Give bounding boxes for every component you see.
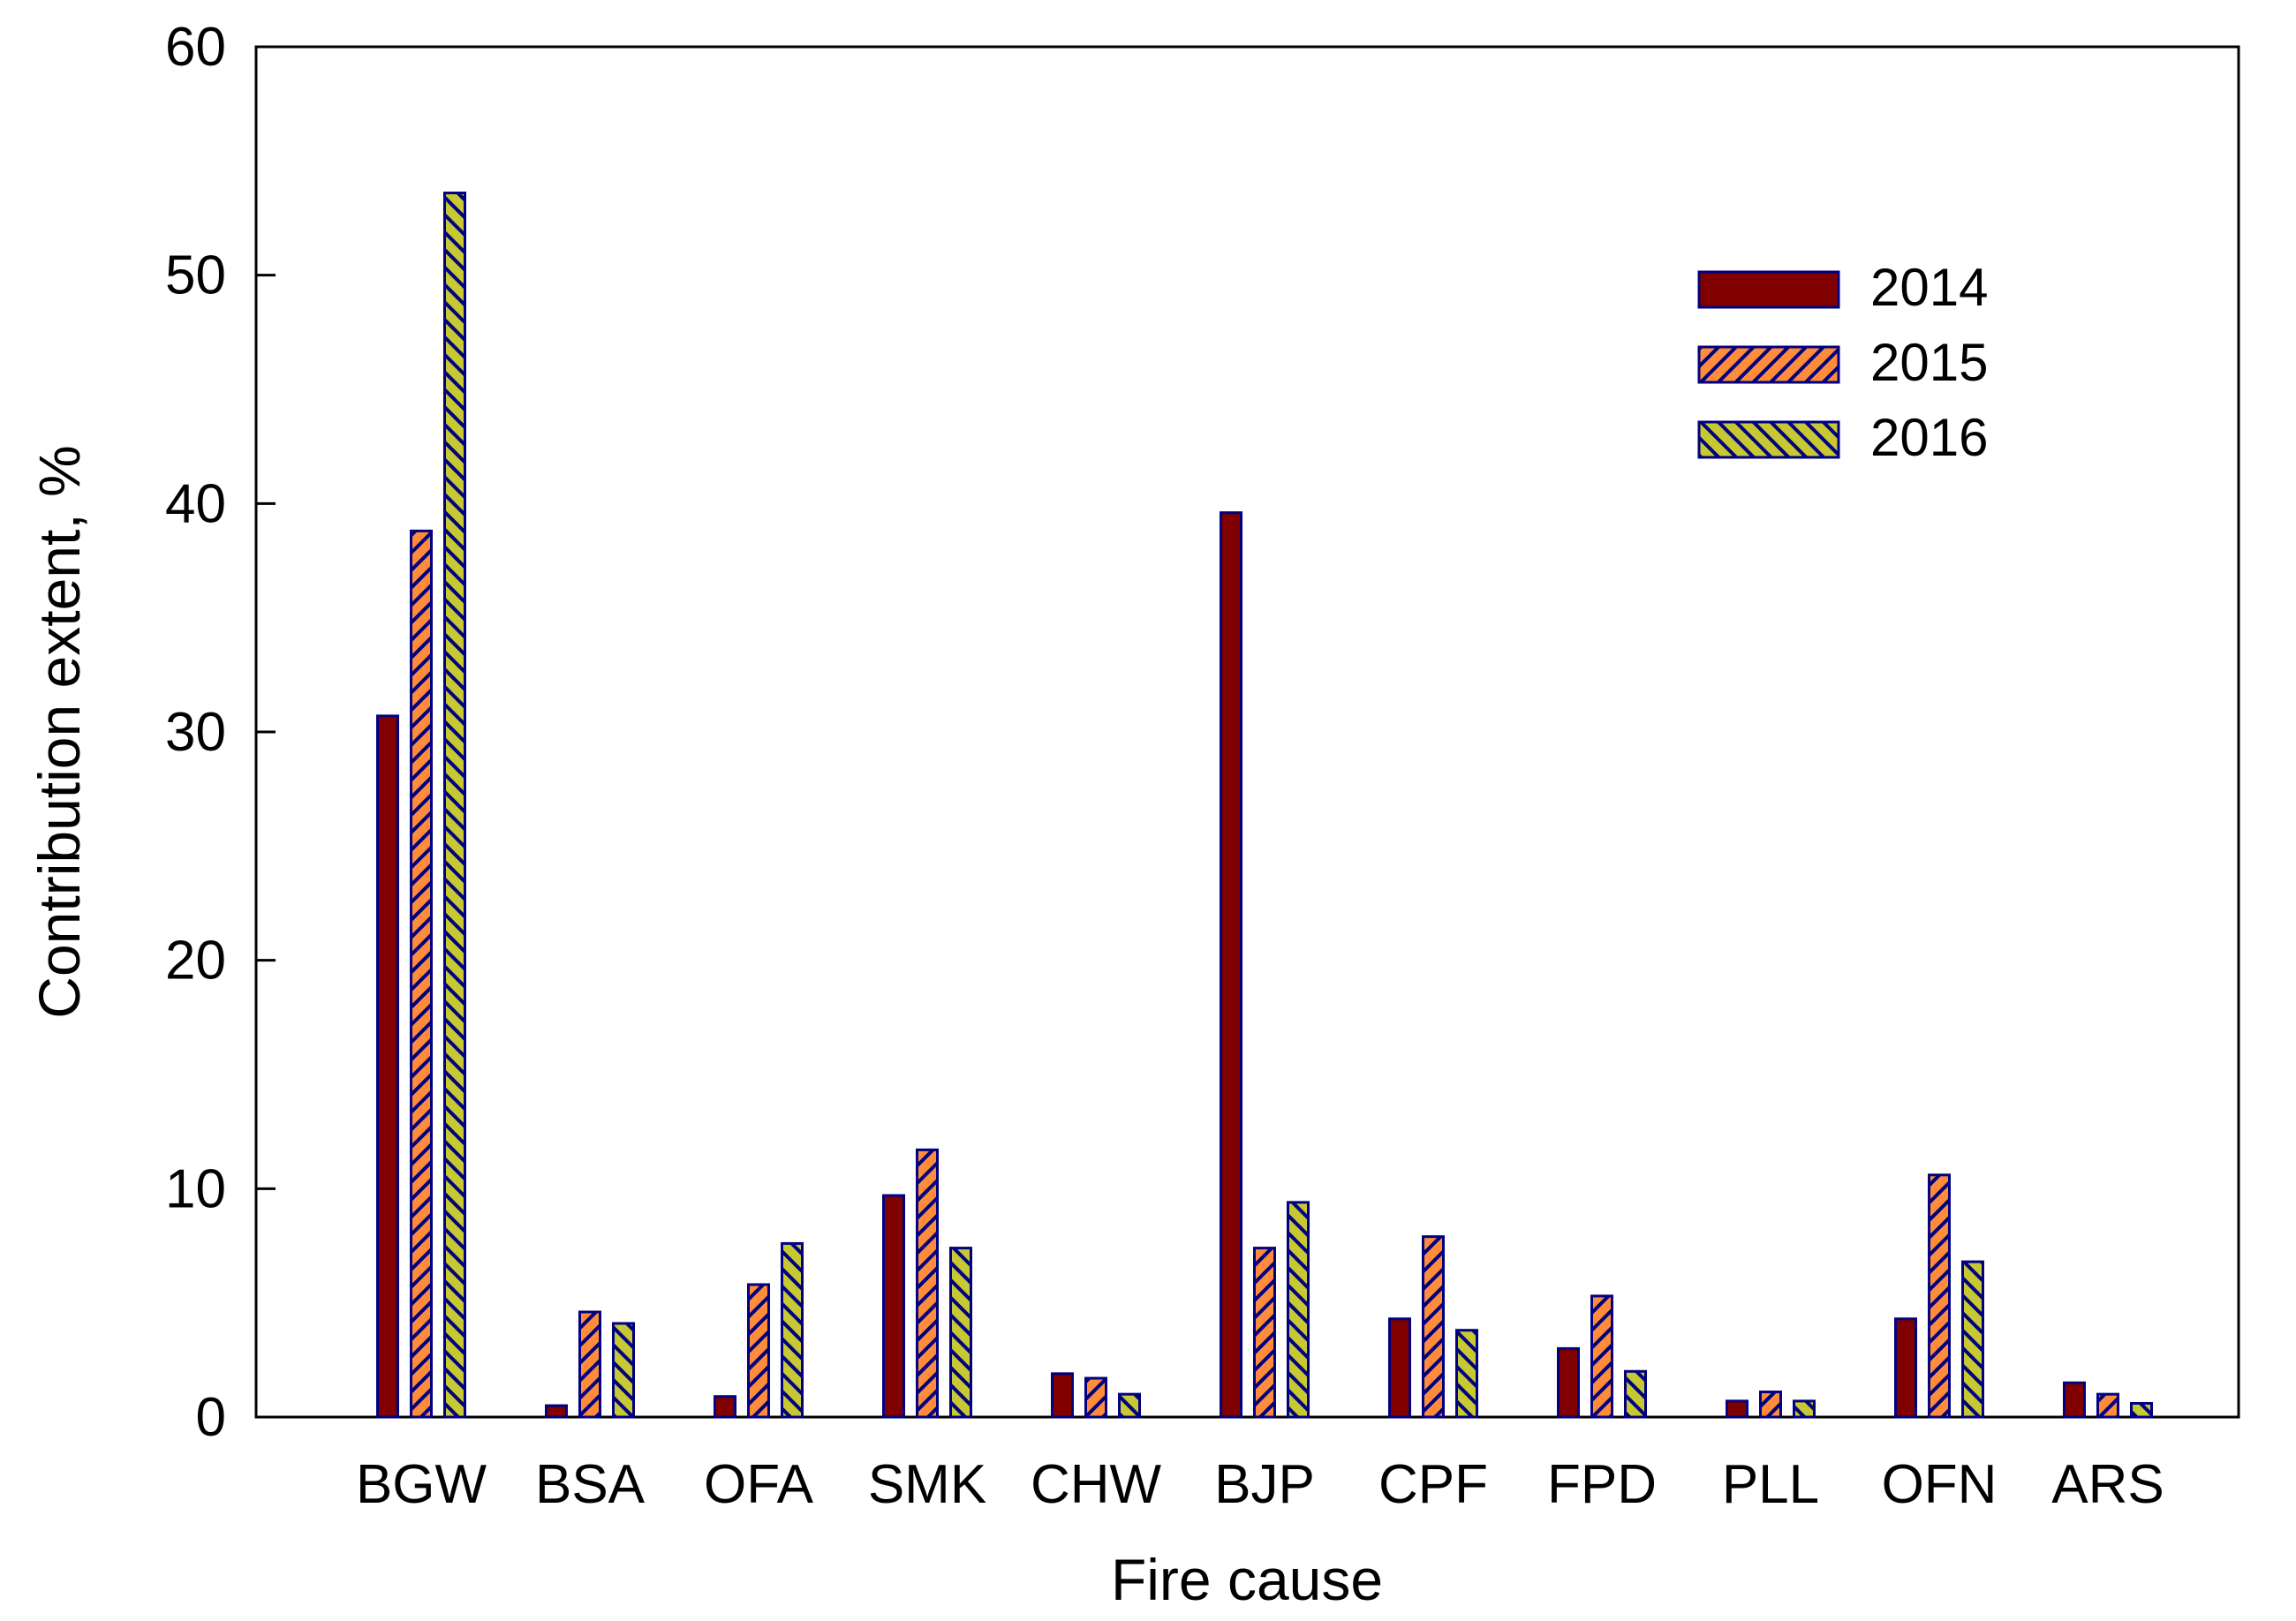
bar-2015-cpf [1422,1235,1445,1419]
legend-swatch-2015 [1697,345,1840,384]
bar-2015-smk [916,1148,939,1419]
bar-2014-bgw [376,714,399,1419]
y-axis-title: Contribution extent, % [26,445,92,1018]
x-tick-label-bgw: BGW [356,1454,487,1515]
bar-2014-chw [1051,1372,1074,1419]
x-tick-label-ars: ARS [2051,1454,2164,1515]
bar-2014-smk [882,1194,905,1419]
x-tick-label-ofn: OFN [1882,1454,1998,1515]
x-tick-label-smk: SMK [868,1454,986,1515]
legend-label-2015: 2015 [1870,333,1988,392]
bar-2014-bsa [545,1404,568,1419]
legend-swatch-2014 [1697,270,1840,309]
bar-2016-fpd [1624,1369,1647,1419]
bar-2016-ofa [781,1241,804,1419]
y-tick-label: 50 [165,245,226,306]
x-tick-label-bsa: BSA [535,1454,646,1515]
bar-2016-bjp [1287,1201,1310,1419]
bar-2014-pll [1726,1399,1748,1419]
y-tick-label: 0 [196,1387,226,1448]
y-tick-label: 60 [165,17,226,78]
bar-2016-bgw [443,192,466,1419]
bar-2016-ofn [1961,1260,1984,1419]
y-tick-label: 20 [165,931,226,991]
bar-2015-fpd [1590,1294,1613,1419]
x-tick-label-cpf: CPF [1378,1454,1488,1515]
bar-2014-ofn [1894,1317,1917,1419]
bar-2014-ars [2063,1381,2086,1419]
x-axis-title: Fire cause [1111,1547,1383,1612]
bar-series-group [376,192,2153,1419]
x-tick-label-chw: CHW [1031,1454,1162,1515]
bar-2014-ofa [714,1395,736,1419]
legend: 2014 2015 2016 [1697,258,1988,467]
bar-2014-fpd [1557,1346,1580,1419]
x-tick-label-ofa: OFA [704,1454,814,1515]
bar-2016-bsa [612,1322,635,1419]
x-axis: BGW BSA OFA SMK CHW BJP CPF FPD PLL OFN ARS [356,1454,2164,1515]
bar-2014-bjp [1220,511,1242,1419]
bar-2015-ofa [747,1283,770,1419]
bar-2015-bsa [578,1310,601,1419]
bar-2016-pll [1793,1399,1816,1419]
x-tick-label-bjp: BJP [1214,1454,1315,1515]
bar-2016-ars [2130,1401,2153,1419]
bar-2015-bjp [1253,1247,1276,1419]
y-tick-label: 40 [165,473,226,534]
bar-2016-smk [949,1247,972,1419]
bar-2014-cpf [1388,1317,1411,1419]
x-tick-label-pll: PLL [1722,1454,1819,1515]
y-tick-label: 30 [165,702,226,763]
bar-2015-ofn [1928,1173,1951,1419]
bar-2015-ars [2096,1392,2119,1419]
bar-2015-chw [1084,1376,1107,1419]
bar-2015-pll [1759,1391,1782,1419]
legend-swatch-2016 [1697,420,1840,459]
y-axis: 0 10 20 30 40 50 60 [165,17,276,1448]
legend-label-2016: 2016 [1870,408,1988,467]
bar-2015-bgw [410,529,433,1419]
x-tick-label-fpd: FPD [1547,1454,1657,1515]
legend-label-2014: 2014 [1870,258,1988,317]
y-tick-label: 10 [165,1158,226,1219]
bar-2016-chw [1118,1392,1141,1419]
bar-2016-cpf [1455,1329,1478,1419]
